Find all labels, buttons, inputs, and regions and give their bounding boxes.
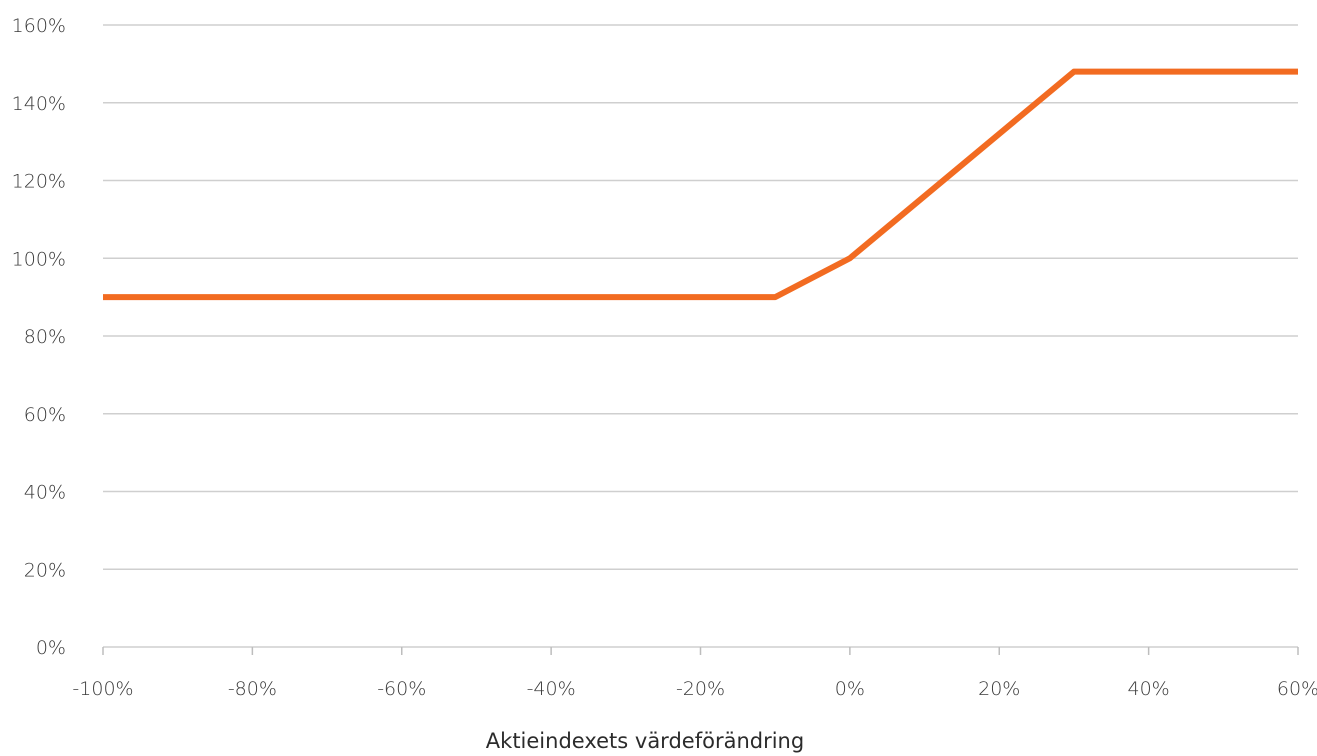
x-tick-label: -40% — [527, 678, 576, 700]
y-tick-label: 60% — [24, 404, 66, 426]
y-tick-label: 120% — [12, 171, 66, 193]
y-gridlines — [103, 24, 1298, 570]
series-line — [103, 68, 1298, 301]
x-axis-title: Aktieindexets värdeförändring — [486, 729, 804, 753]
y-tick-label: 140% — [12, 93, 66, 115]
y-tick-label: 100% — [12, 248, 66, 270]
x-tick-labels: -100% -80% -60% -40% -20% 0% 20% 40% 60% — [72, 678, 1317, 700]
y-tick-label: 160% — [12, 15, 66, 37]
x-axis — [102, 646, 1299, 655]
x-tick-label: 20% — [978, 678, 1020, 700]
x-tick-label: -60% — [377, 678, 426, 700]
series-group — [103, 68, 1298, 301]
x-tick-label: 0% — [835, 678, 865, 700]
x-tick-label: -80% — [228, 678, 277, 700]
x-tick-label: 40% — [1128, 678, 1170, 700]
y-tick-label: 20% — [24, 559, 66, 581]
y-tick-labels: 0% 20% 40% 60% 80% 100% 120% 140% 160% — [12, 15, 66, 659]
x-tick-label: -20% — [676, 678, 725, 700]
y-tick-label: 40% — [24, 482, 66, 504]
x-tick-label: 60% — [1277, 678, 1317, 700]
x-tick-label: -100% — [72, 678, 133, 700]
y-tick-label: 0% — [36, 637, 66, 659]
y-tick-label: 80% — [24, 326, 66, 348]
